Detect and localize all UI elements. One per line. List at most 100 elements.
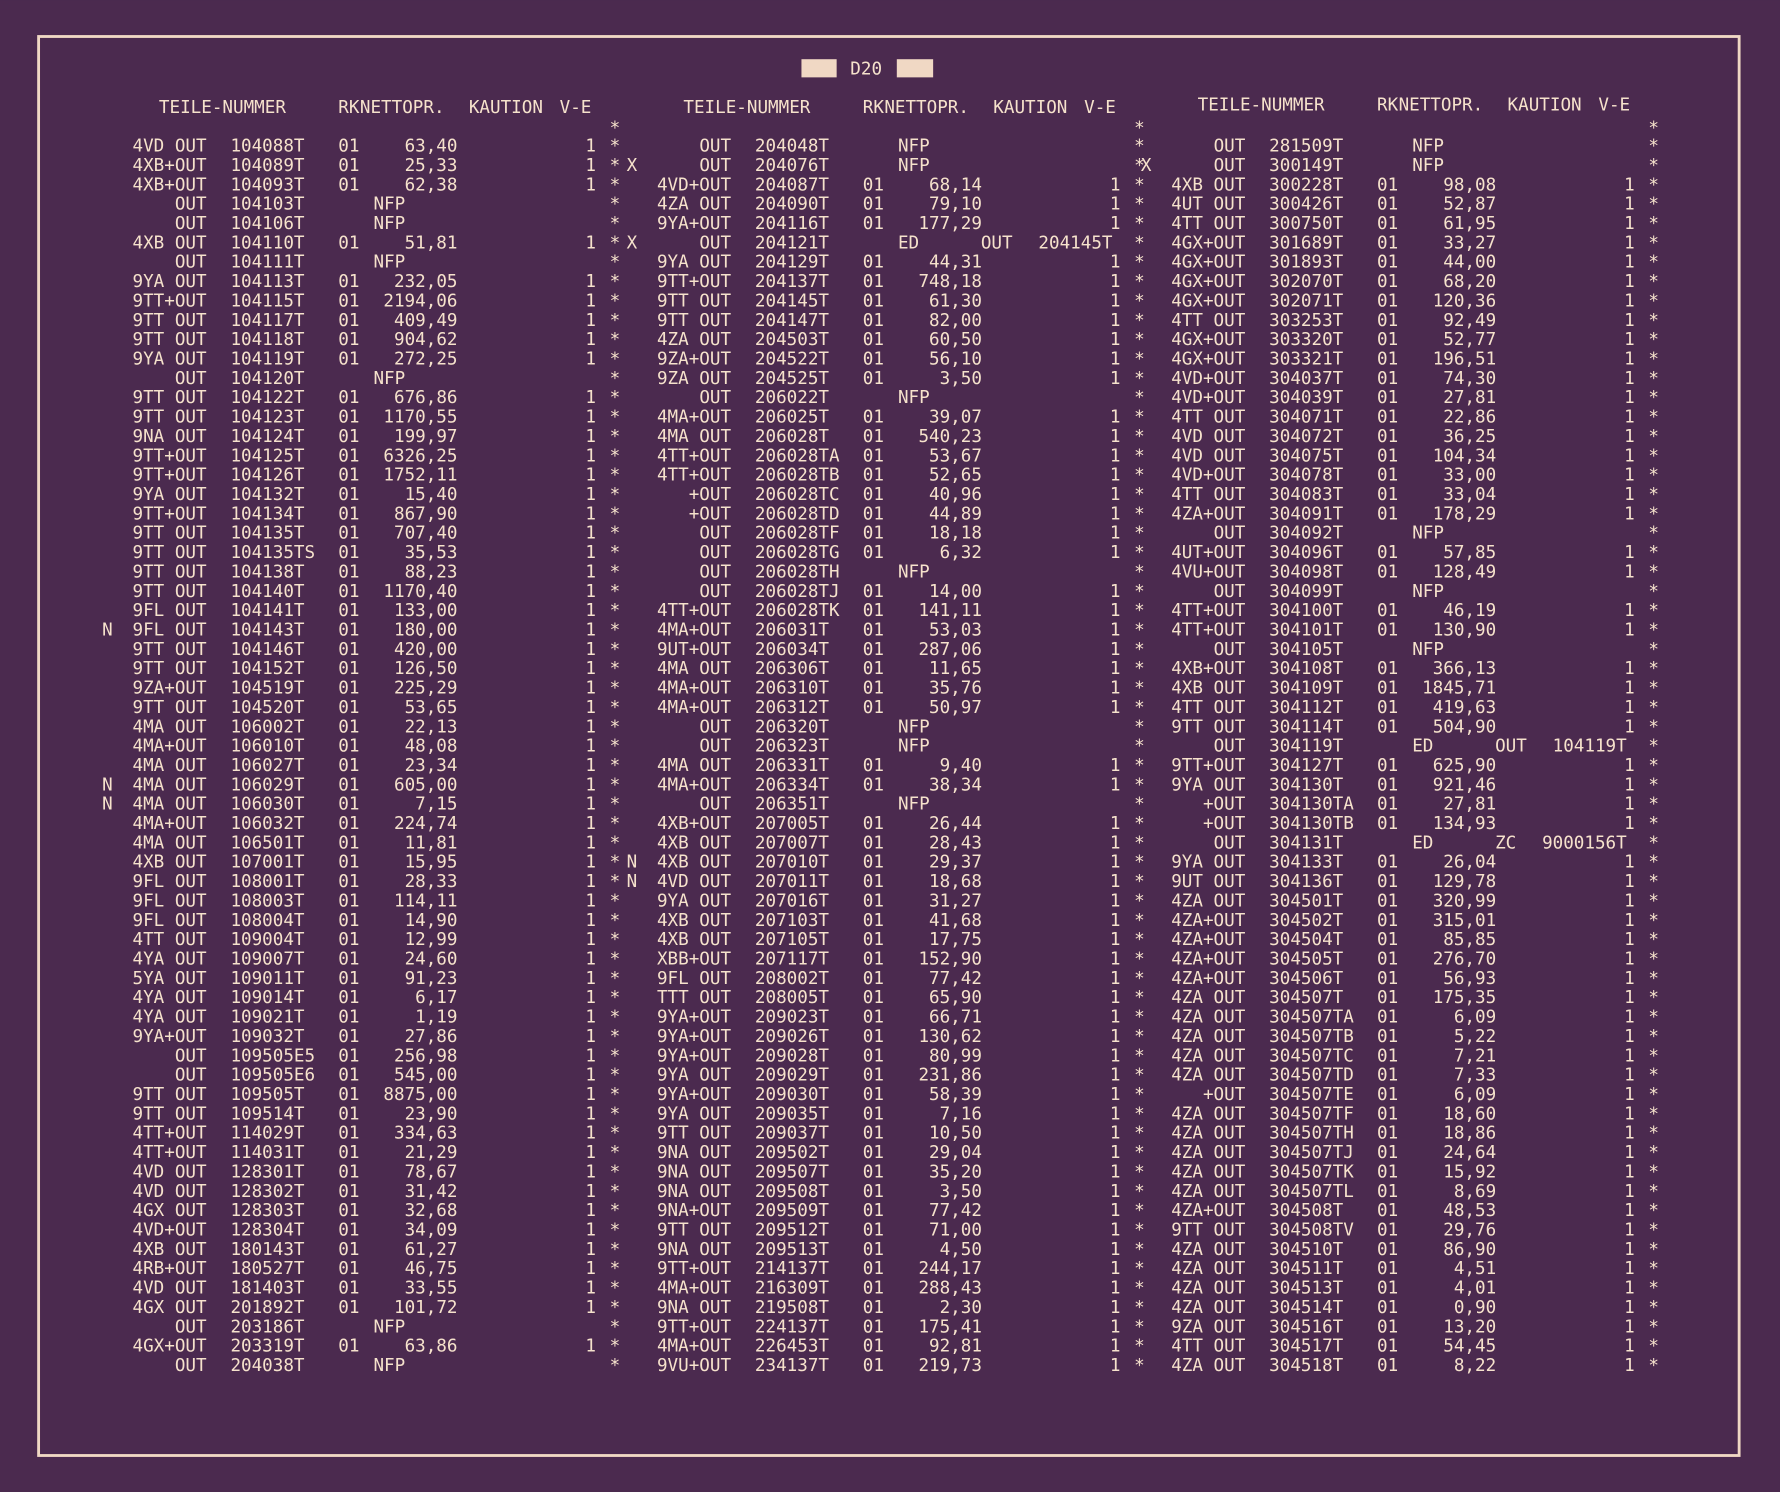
cell-mark: *: [610, 969, 621, 989]
cell-mark: *: [1134, 1104, 1145, 1124]
cell-part: 207117T: [755, 950, 829, 970]
cell-price: 53,03: [929, 620, 982, 640]
cell-status: NFP: [1412, 156, 1444, 176]
cell-rk: 01: [863, 466, 884, 486]
cell-rk: 01: [863, 272, 884, 292]
cell-rk: 01: [1377, 620, 1398, 640]
cell-ve: 1: [1624, 930, 1635, 950]
cell-mark: *: [1134, 466, 1145, 486]
cell-ve: 1: [585, 659, 596, 679]
cell-rk: 01: [863, 698, 884, 718]
cell-part: 128301T: [230, 1162, 304, 1182]
cell-ve: 1: [1624, 408, 1635, 428]
cell-rk: 01: [863, 833, 884, 853]
cell-rk: 01: [338, 640, 359, 660]
cell-price: 23,90: [405, 1104, 458, 1124]
cell-part: 304112T: [1269, 698, 1343, 718]
cell-ve: 1: [1624, 1008, 1635, 1028]
cell-mark: *: [1648, 485, 1659, 505]
lead-mark: *: [1134, 118, 1145, 138]
cell-part: 104126T: [230, 466, 304, 486]
cell-part: 107001T: [230, 853, 304, 873]
cell-price: 68,14: [929, 175, 982, 195]
cell-ve: 1: [1110, 891, 1121, 911]
cell-status: ED: [898, 233, 919, 253]
cell-price: 33,27: [1443, 233, 1496, 253]
cell-rk: 01: [863, 969, 884, 989]
cell-mark: *: [1648, 620, 1659, 640]
cell-code: 9YA OUT: [1171, 775, 1245, 795]
cell-mark: *: [1134, 911, 1145, 931]
cell-code: 4ZA OUT: [1171, 1143, 1245, 1163]
cell-price: 6,32: [940, 543, 982, 563]
cell-ve: 1: [585, 717, 596, 737]
cell-ve: 1: [1110, 1143, 1121, 1163]
cell-ve: 1: [585, 1240, 596, 1260]
cell-rk: 01: [338, 930, 359, 950]
cell-mark: *: [610, 679, 621, 699]
cell-code: +OUT: [1203, 1085, 1246, 1105]
cell-ve: 1: [585, 1221, 596, 1241]
cell-price: 4,51: [1454, 1259, 1496, 1279]
cell-mark: *: [610, 1279, 621, 1299]
cell-part: 206034T: [755, 640, 829, 660]
cell-code: 4TT+OUT: [657, 466, 731, 486]
cell-part: 209508T: [755, 1182, 829, 1202]
cell-flag: N: [102, 775, 113, 795]
cell-rk: 01: [338, 156, 359, 176]
cell-price: 68,20: [1443, 272, 1496, 292]
cell-ve: 1: [585, 1162, 596, 1182]
cell-ve: 1: [585, 446, 596, 466]
cell-price: 244,17: [918, 1259, 982, 1279]
cell-price: 130,90: [1433, 620, 1497, 640]
cell-code: 4TT OUT: [1171, 214, 1245, 234]
cell-code: 9FL OUT: [133, 891, 207, 911]
cell-code: 9YA OUT: [657, 1066, 731, 1086]
cell-price: 0,90: [1454, 1298, 1496, 1318]
cell-rk: 01: [863, 601, 884, 621]
cell-code: OUT: [1214, 156, 1246, 176]
cell-mark: *: [1648, 601, 1659, 621]
cell-price: 21,29: [405, 1143, 458, 1163]
cell-price: 33,00: [1443, 466, 1496, 486]
cell-mark: *: [1648, 1337, 1659, 1357]
cell-code: 9TT OUT: [133, 1104, 207, 1124]
cell-status: NFP: [898, 388, 930, 408]
cell-part: 108004T: [230, 911, 304, 931]
cell-part: 304130TA: [1269, 795, 1354, 815]
cell-rk: 01: [338, 620, 359, 640]
cell-rk: 01: [1377, 195, 1398, 215]
cell-part: 304100T: [1269, 601, 1343, 621]
cell-price: 256,98: [394, 1046, 458, 1066]
cell-rk: 01: [863, 659, 884, 679]
cell-price: 98,08: [1443, 175, 1496, 195]
cell-ve: 1: [585, 1066, 596, 1086]
cell-ve: 1: [1624, 1356, 1635, 1376]
cell-price: 904,62: [394, 330, 458, 350]
cell-flag: X: [627, 233, 638, 253]
cell-part: 106029T: [230, 775, 304, 795]
cell-ve: 1: [1624, 388, 1635, 408]
cell-mark: *: [1134, 659, 1145, 679]
cell-price: 65,90: [929, 988, 982, 1008]
cell-rk: 01: [338, 717, 359, 737]
cell-code: 4MA+OUT: [657, 698, 731, 718]
cell-mark: *: [1134, 717, 1145, 737]
cell-price: 41,68: [929, 911, 982, 931]
cell-part: 304510T: [1269, 1240, 1343, 1260]
cell-mark: *: [610, 853, 621, 873]
cell-ve: 1: [1110, 930, 1121, 950]
cell-code: 4MA+OUT: [657, 775, 731, 795]
cell-ve: 1: [1624, 1162, 1635, 1182]
cell-part: 304514T: [1269, 1298, 1343, 1318]
cell-code: 9YA+OUT: [657, 1085, 731, 1105]
cell-rk: 01: [338, 891, 359, 911]
cell-ve: 1: [585, 156, 596, 176]
cell-code: 4VU+OUT: [1171, 562, 1245, 582]
cell-mark: *: [610, 466, 621, 486]
cell-rk: 01: [863, 1298, 884, 1318]
cell-rk: 01: [1377, 369, 1398, 389]
cell-part: 304127T: [1269, 756, 1343, 776]
cell-price: 39,07: [929, 408, 982, 428]
